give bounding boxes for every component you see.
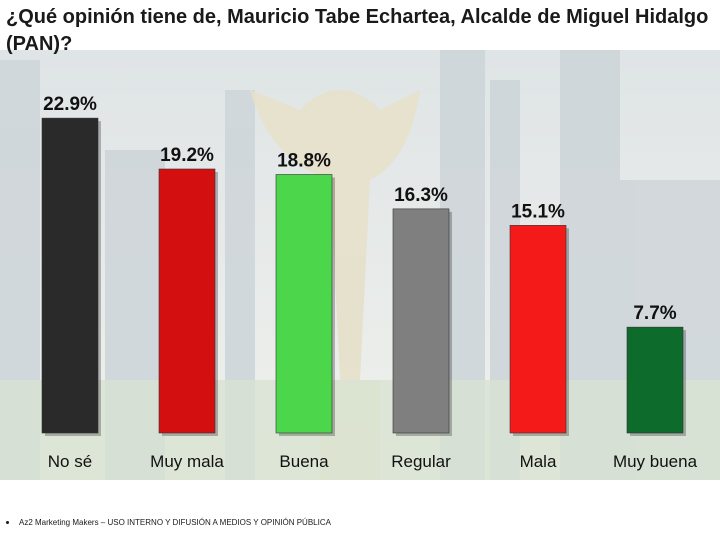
bar-2 — [275, 174, 333, 434]
bullet-icon — [6, 521, 9, 525]
data-label: 7.7% — [633, 303, 676, 324]
footer-note: Az2 Marketing Makers – USO INTERNO Y DIF… — [6, 518, 331, 527]
bar-4 — [509, 225, 567, 434]
data-label: 16.3% — [394, 185, 448, 206]
bar-5 — [626, 326, 684, 434]
chart-title: ¿Qué opinión tiene de, Mauricio Tabe Ech… — [6, 6, 709, 55]
category-label: Buena — [279, 452, 329, 471]
category-label: Muy buena — [613, 452, 698, 471]
category-label: Regular — [391, 452, 451, 471]
category-label: Muy mala — [150, 452, 224, 471]
data-label: 19.2% — [160, 145, 214, 166]
footer-text: Az2 Marketing Makers – USO INTERNO Y DIF… — [19, 518, 331, 527]
data-label: 18.8% — [277, 151, 331, 172]
data-label: 15.1% — [511, 201, 565, 222]
bar-1 — [158, 168, 216, 434]
city-background — [0, 50, 720, 480]
category-label: Mala — [520, 452, 557, 471]
bar-3 — [392, 208, 450, 434]
bar-chart: 22.9% No sé 19.2% Muy mala 18.8% Buena 16.3% Re… — [41, 94, 698, 471]
category-label: No sé — [48, 452, 92, 471]
bar-0 — [41, 117, 99, 434]
data-label: 22.9% — [43, 94, 97, 115]
